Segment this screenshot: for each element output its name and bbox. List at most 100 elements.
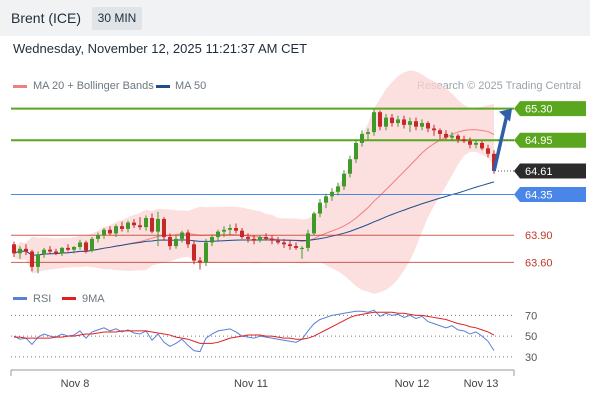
ma9-legend-label: 9MA	[82, 293, 105, 305]
x-tick-nov-12: Nov 12	[395, 378, 430, 390]
level-label-64-35: 64.35	[525, 190, 553, 202]
candle-body	[18, 248, 22, 254]
ma9-swatch	[62, 297, 76, 300]
credit-text: Research © 2025 Trading Central	[416, 80, 581, 92]
candle-body	[228, 228, 232, 230]
ma20-swatch	[13, 85, 27, 88]
candle-body	[66, 247, 70, 250]
bollinger-band	[14, 70, 494, 294]
candle-body	[54, 251, 58, 254]
rsi-ma9-line	[14, 311, 495, 344]
candle-body	[426, 123, 430, 129]
candle-body	[390, 117, 394, 124]
candle-body	[12, 244, 16, 254]
projection-arrow-head	[499, 108, 512, 122]
level-label-65-30: 65.30	[525, 104, 553, 116]
candle-body	[354, 142, 358, 160]
candle-body	[372, 112, 376, 133]
candle-body	[348, 159, 352, 174]
candle-body	[72, 247, 76, 250]
candle-body	[474, 142, 478, 145]
candle-body	[342, 173, 346, 187]
x-tick-nov-11: Nov 11	[234, 378, 268, 390]
candle-body	[276, 240, 280, 243]
candle-body	[204, 242, 208, 263]
candle-body	[234, 228, 238, 231]
candle-body	[312, 213, 316, 234]
candle-body	[156, 218, 160, 232]
rsi-tick-30: 30	[525, 352, 537, 364]
candle-body	[384, 117, 388, 127]
candle-body	[192, 244, 196, 261]
candle-body	[456, 135, 460, 140]
candle-body	[216, 231, 220, 238]
rsi-swatch	[13, 297, 27, 300]
candle-body	[270, 238, 274, 241]
candle-body	[366, 132, 370, 134]
candle-body	[438, 130, 442, 134]
candle-body	[486, 148, 490, 154]
level-badge-64-95	[514, 132, 586, 148]
level-badge-64-35	[514, 187, 586, 203]
level-label-64-95: 64.95	[525, 135, 553, 147]
projection-arrow-shaft	[492, 114, 509, 172]
ma20-legend-label: MA 20 + Bollinger Bands	[33, 80, 154, 92]
candle-body	[264, 237, 268, 239]
candle-body	[414, 121, 418, 127]
candle-body	[84, 242, 88, 251]
rsi-tick-50: 50	[525, 331, 537, 343]
candle-body	[306, 233, 310, 248]
candle-body	[318, 202, 322, 214]
candle-body	[258, 237, 262, 241]
candle-body	[186, 232, 190, 245]
timeframe-button[interactable]: 30 MIN	[92, 7, 142, 30]
candle-body	[36, 254, 40, 267]
candle-body	[450, 135, 454, 138]
rsi-legend-label: RSI	[33, 293, 52, 305]
candle-body	[30, 251, 34, 267]
ma20-line	[13, 129, 495, 256]
candle-body	[408, 121, 412, 125]
level-badge-64-61	[514, 163, 586, 179]
x-tick-nov-13: Nov 13	[464, 378, 499, 390]
candle-body	[300, 247, 304, 249]
candle-body	[252, 238, 256, 241]
candle-body	[144, 218, 148, 228]
candle-body	[420, 123, 424, 127]
candle-body	[102, 229, 106, 236]
candle-body	[132, 222, 136, 226]
candle-body	[78, 242, 82, 247]
level-label-64-61: 64.61	[525, 166, 553, 178]
candle-body	[336, 186, 340, 192]
header-bar: Brent (ICE) 30 MIN	[0, 0, 590, 36]
rsi-tick-70: 70	[525, 310, 537, 322]
candle-body	[396, 119, 400, 124]
candle-body	[60, 247, 64, 254]
candle-body	[492, 153, 496, 171]
candle-body	[150, 218, 154, 232]
candle-body	[114, 226, 118, 234]
ma50-line	[13, 181, 495, 256]
candle-body	[222, 229, 226, 232]
candle-body	[282, 242, 286, 245]
candle-body	[246, 237, 250, 239]
level-label-63-60: 63.60	[525, 257, 553, 269]
candle-body	[480, 142, 484, 149]
candle-body	[138, 225, 142, 228]
timestamp: Wednesday, November 12, 2025 11:21:37 AM…	[13, 41, 308, 56]
candle-body	[24, 248, 28, 252]
candle-body	[90, 238, 94, 251]
candle-body	[120, 226, 124, 229]
candle-body	[108, 229, 112, 234]
candle-body	[210, 237, 214, 243]
candle-body	[402, 119, 406, 125]
candle-body	[198, 260, 202, 263]
candle-body	[162, 218, 166, 238]
x-tick-nov-8: Nov 8	[61, 378, 90, 390]
candle-body	[126, 222, 130, 229]
candle-body	[168, 237, 172, 247]
candle-body	[180, 232, 184, 239]
candle-body	[48, 249, 52, 252]
